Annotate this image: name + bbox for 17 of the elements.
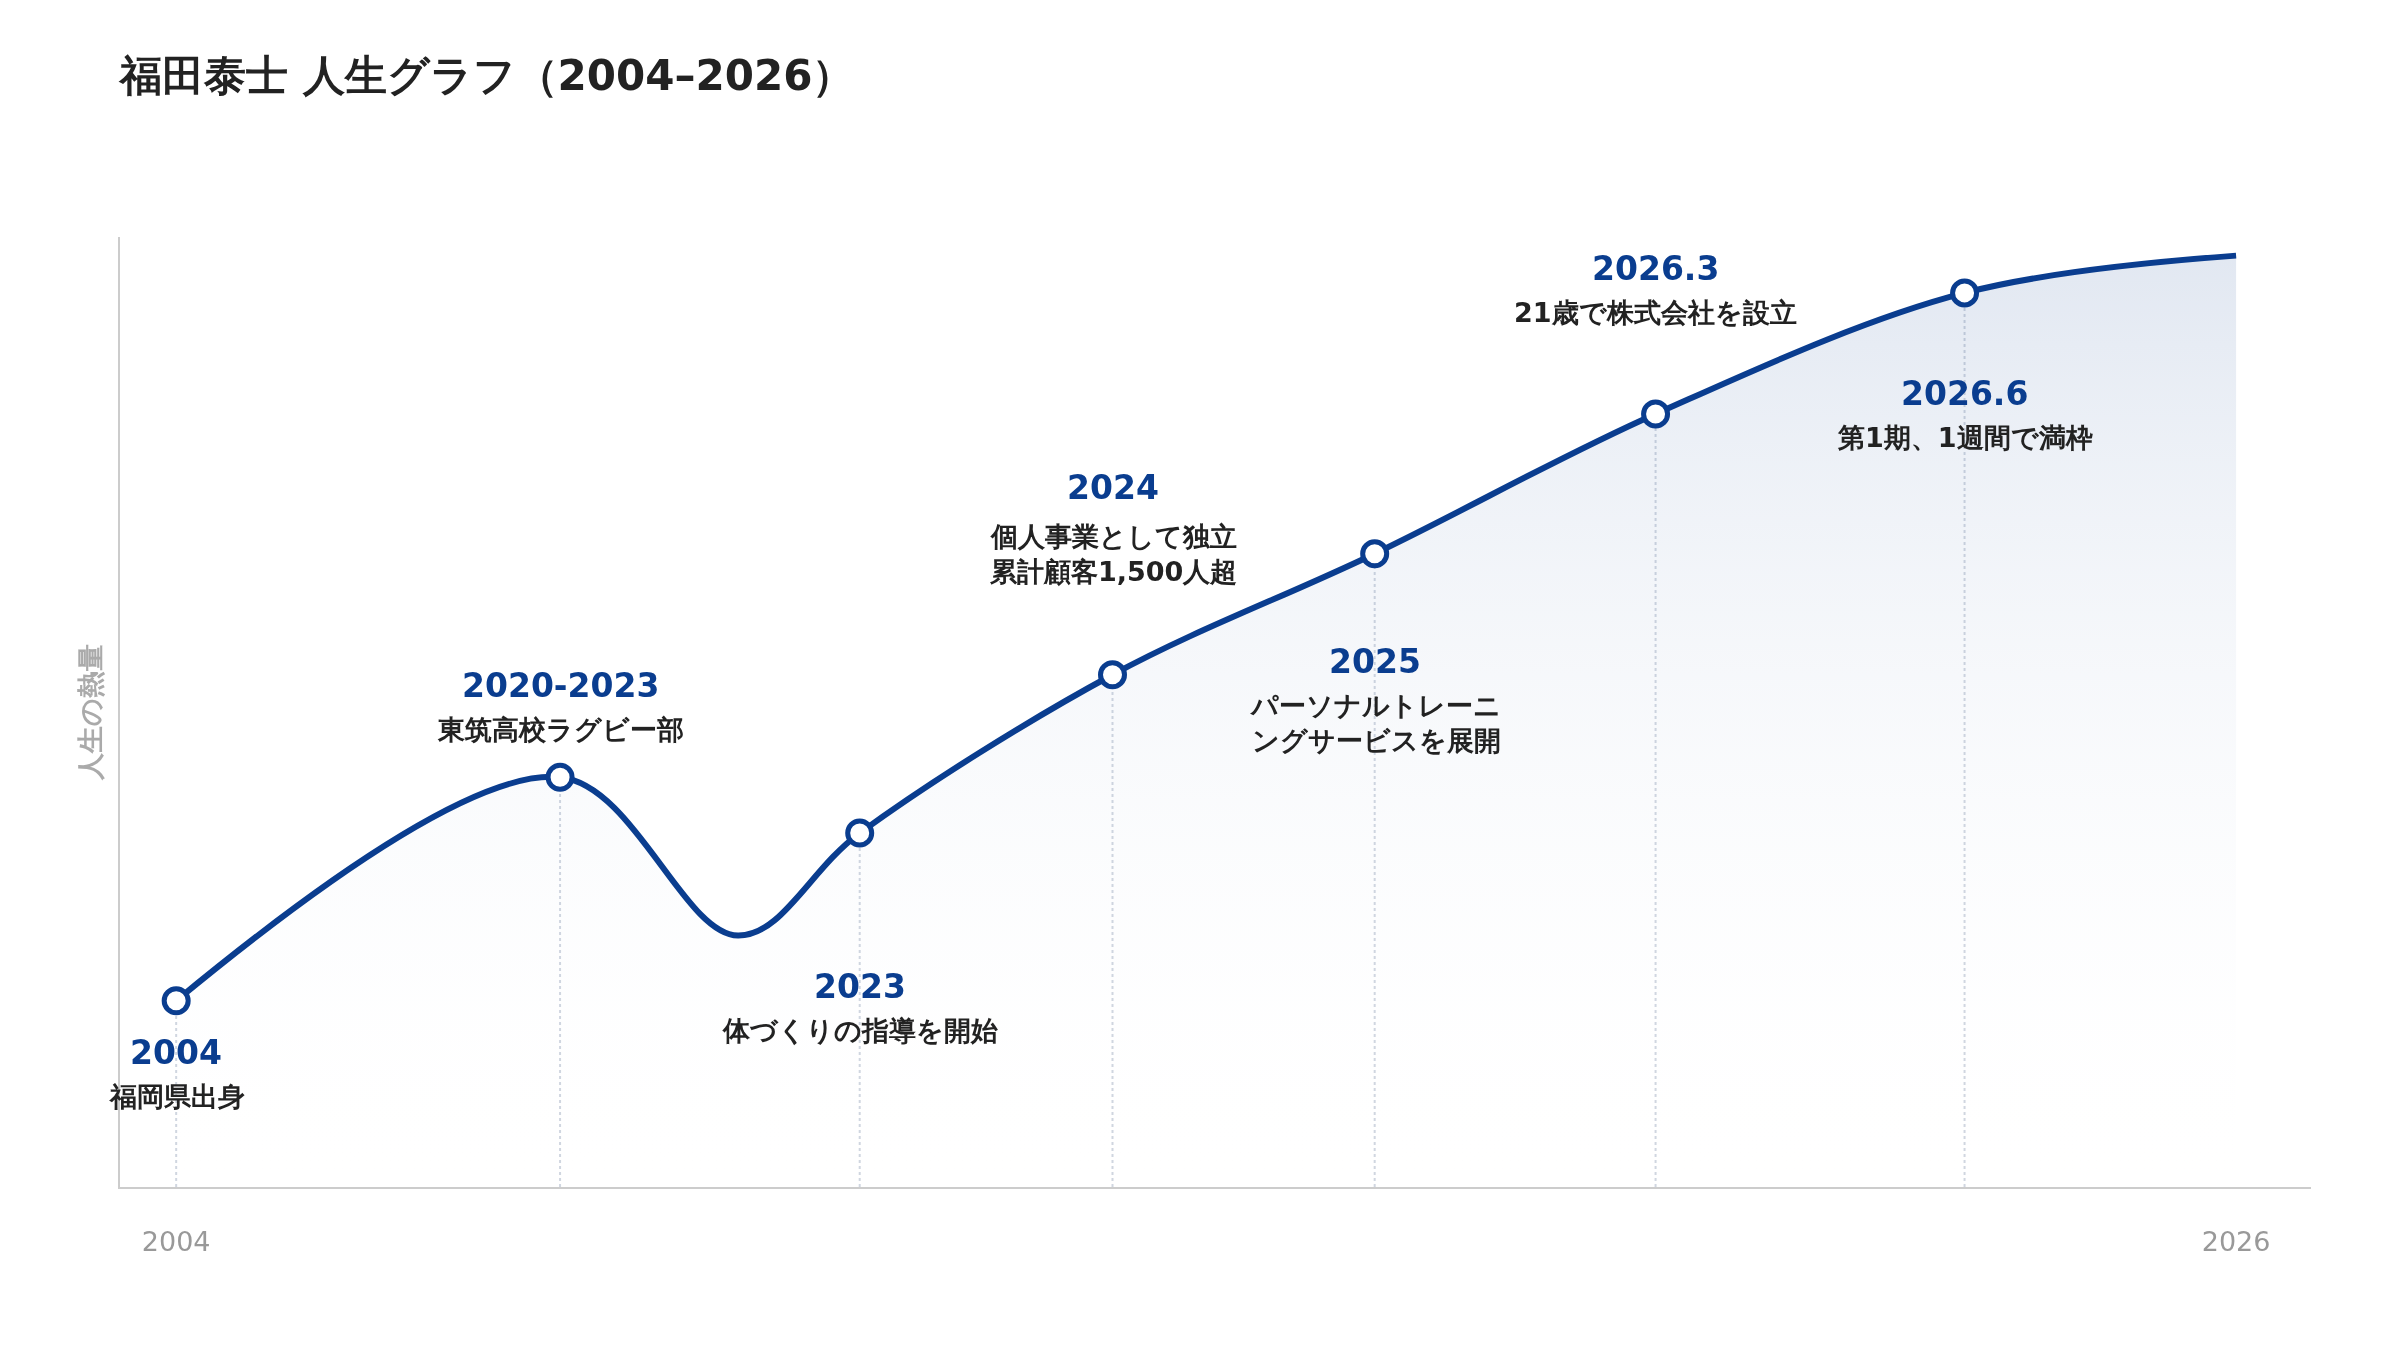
annotation: 2026.3: [1592, 249, 1720, 288]
annotation: 21歳で株式会社を設立: [1514, 297, 1797, 328]
annotation: 第1期、1週間で満枠: [1837, 422, 2093, 453]
annotation: 2025: [1329, 642, 1421, 681]
y-axis-title: 人生の熱量: [74, 644, 106, 781]
annotation: 福岡県出身: [108, 1081, 245, 1112]
annotation: 個人事業として独立累計顧客1,500人超: [989, 521, 1238, 588]
chart-title: 福田泰士 人生グラフ（2004–2026）: [118, 50, 855, 100]
x-tick-label: 2026: [2201, 1226, 2271, 1258]
annotation: 2026.6: [1901, 374, 2029, 413]
annotation: 2004: [130, 1033, 222, 1072]
annotation: パーソナルトレーニングサービスを展開: [1249, 690, 1501, 757]
annotation: 2024: [1067, 468, 1159, 507]
annotation: 2023: [814, 967, 906, 1006]
annotation: 東筑高校ラグビー部: [437, 714, 684, 745]
annotation: 2020-2023: [462, 666, 660, 705]
annotation: 体づくりの指導を開始: [722, 1015, 998, 1046]
